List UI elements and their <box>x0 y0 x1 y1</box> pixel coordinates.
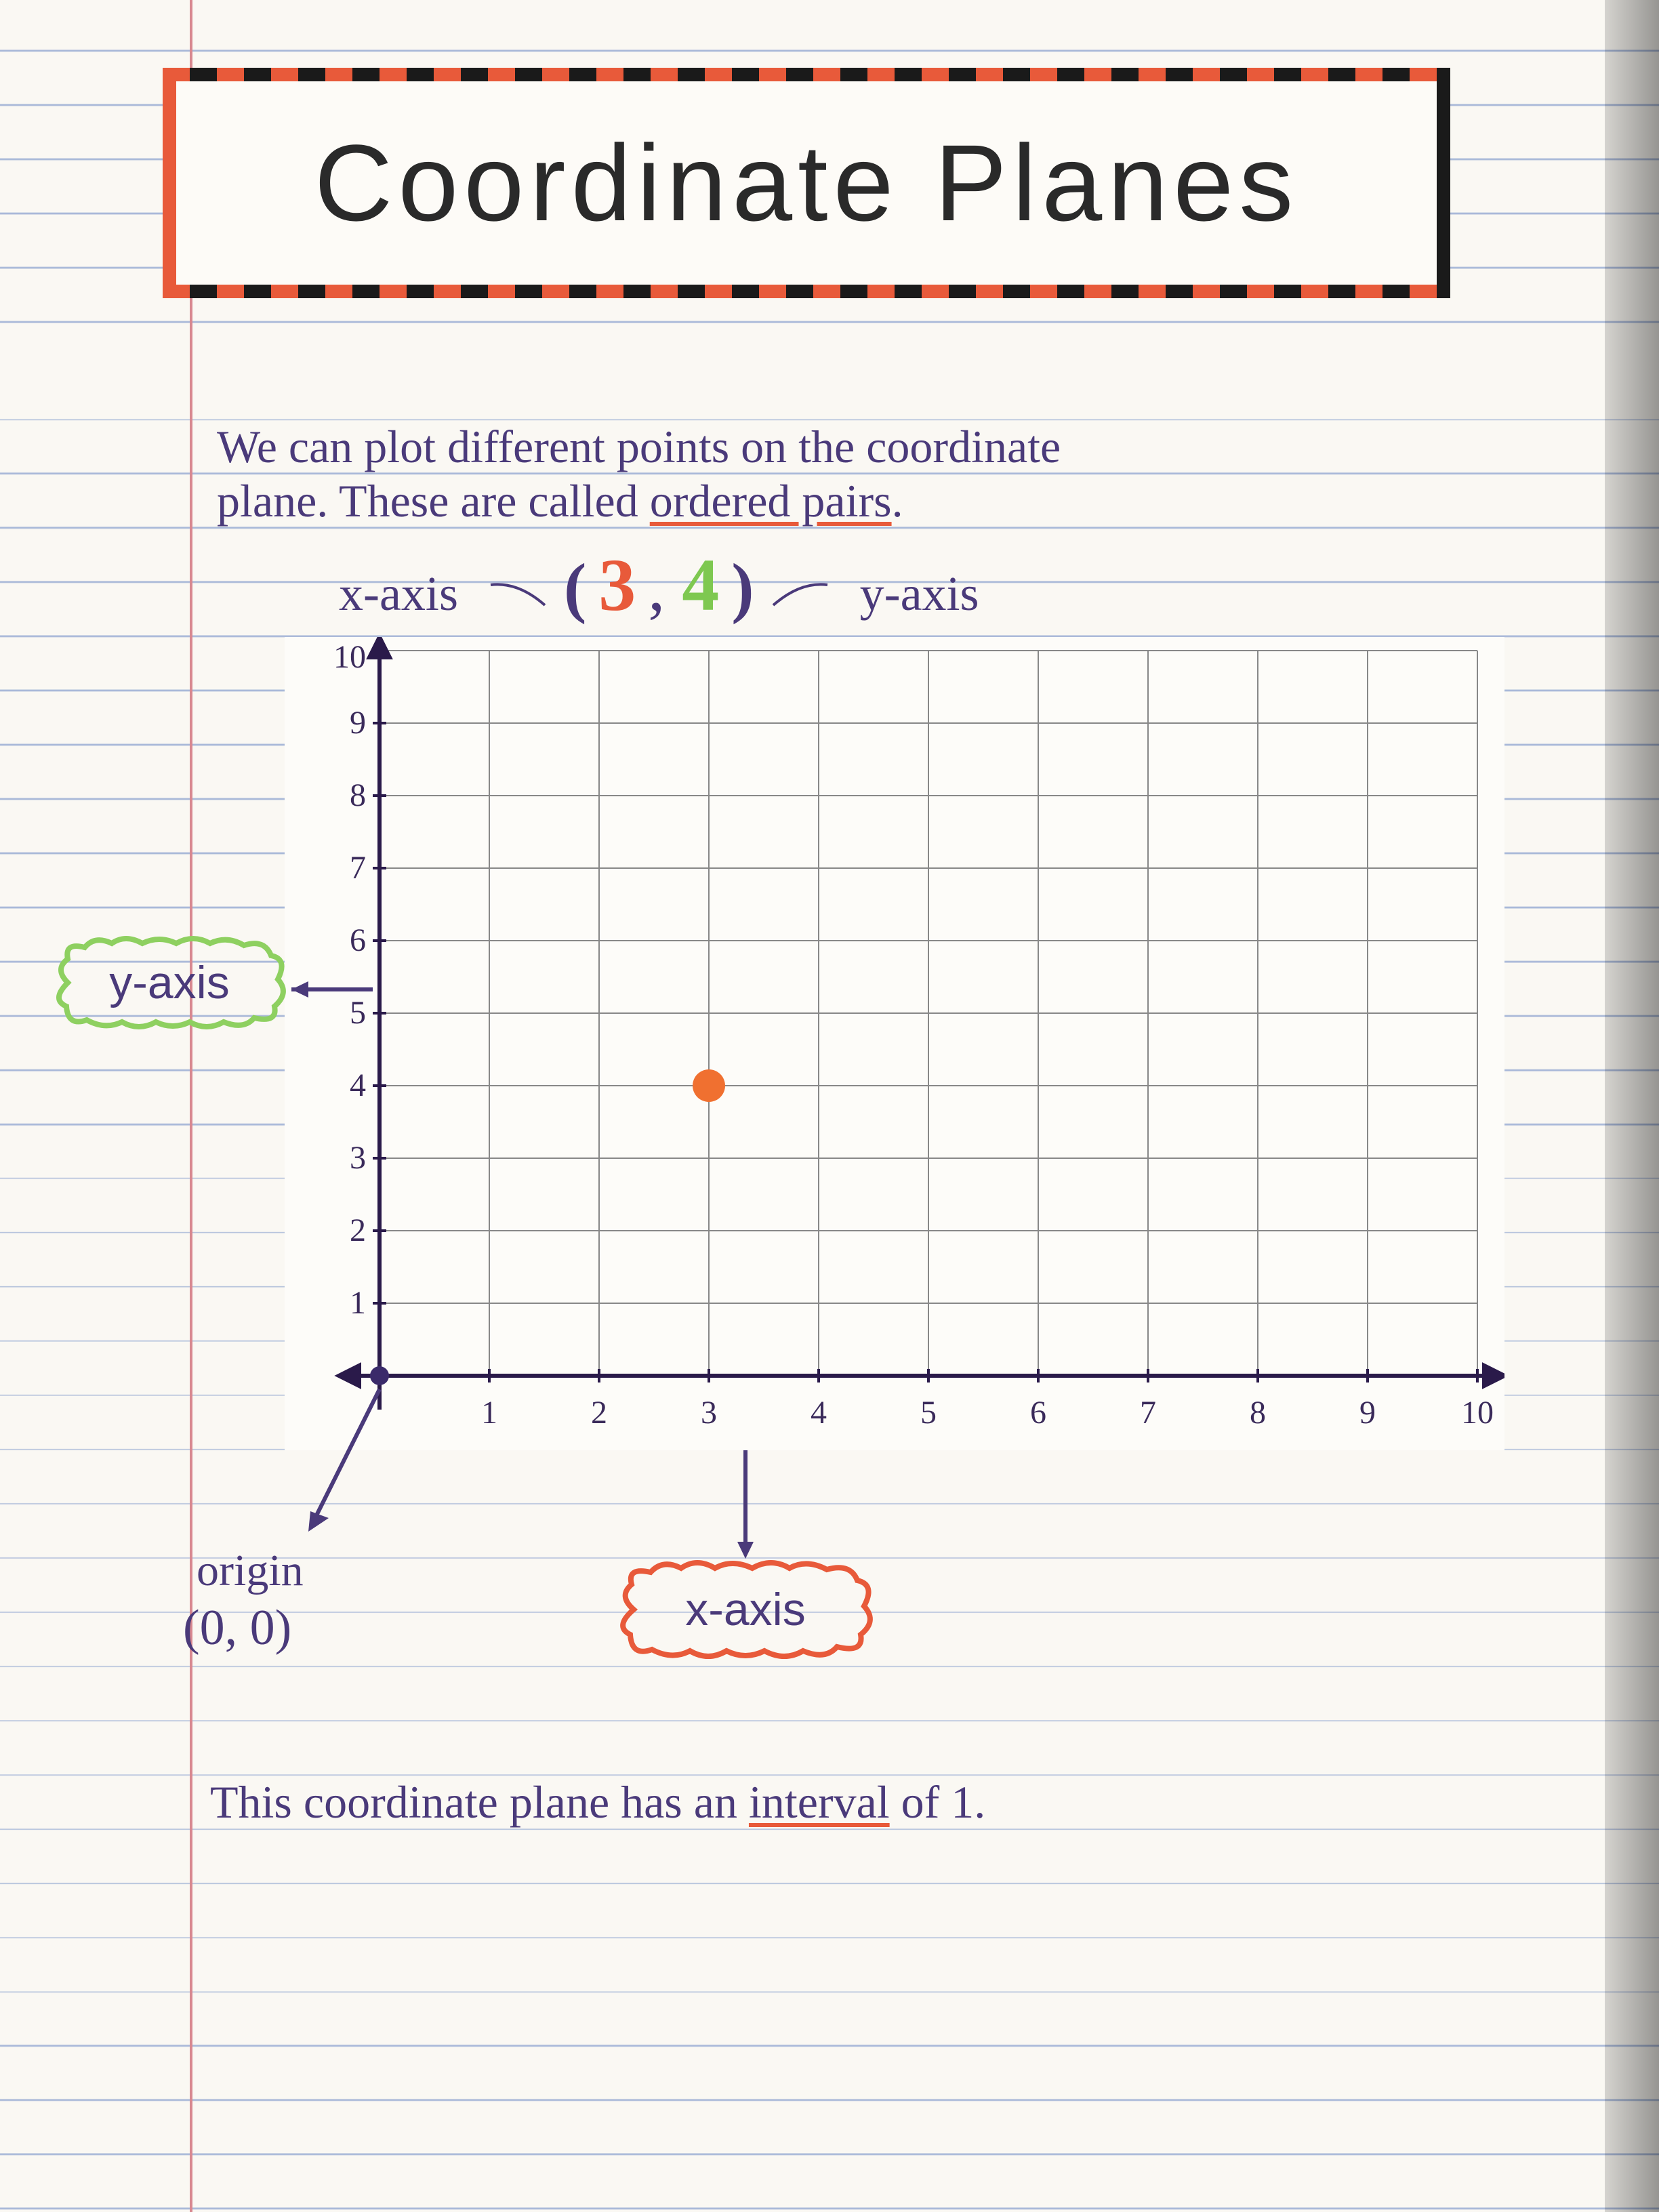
ytick-7: 7 <box>350 850 366 886</box>
intro-line-1: We can plot different points on the coor… <box>217 420 1504 473</box>
xtick-4: 4 <box>811 1395 827 1431</box>
xtick-7: 7 <box>1140 1395 1156 1431</box>
origin-coordinates: (0, 0) <box>183 1599 291 1657</box>
curve-arrow-left-icon <box>484 578 552 619</box>
pair-y-value: 4 <box>682 544 719 626</box>
intro-prefix: plane. These are called <box>217 475 650 527</box>
pair-x-axis-label: x-axis <box>339 567 458 621</box>
ytick-1: 1 <box>350 1285 366 1321</box>
xtick-10: 10 <box>1461 1395 1494 1431</box>
xaxis-annotation: x-axis <box>610 1559 881 1660</box>
spiral-binding <box>1605 0 1659 2212</box>
page-title: Coordinate Planes <box>314 121 1298 245</box>
xtick-3: 3 <box>701 1395 717 1431</box>
pair-y-axis-label: y-axis <box>860 567 979 621</box>
yaxis-label-text: y-axis <box>109 956 230 1009</box>
interval-note: This coordinate plane has an interval of… <box>210 1776 985 1828</box>
xtick-8: 8 <box>1250 1395 1266 1431</box>
pair-comma: , <box>648 550 682 625</box>
ytick-6: 6 <box>350 922 366 958</box>
xaxis-label-text: x-axis <box>685 1583 806 1636</box>
ytick-9: 9 <box>350 705 366 741</box>
origin-label: origin <box>197 1545 304 1597</box>
term-interval: interval <box>749 1776 890 1828</box>
ordered-pair-example: x-axis ( 3 , 4 ) y-axis <box>339 542 1355 628</box>
pair-x-value: 3 <box>598 544 636 626</box>
ytick-10: 10 <box>333 639 366 675</box>
title-box: Coordinate Planes <box>163 68 1450 298</box>
close-paren: ) <box>731 550 754 625</box>
coordinate-grid: 1 2 3 4 5 6 7 8 9 10 1 2 3 4 5 6 7 8 9 1… <box>285 637 1504 1450</box>
xtick-5: 5 <box>920 1395 937 1431</box>
yaxis-annotation: y-axis <box>47 935 291 1030</box>
grid-svg: 1 2 3 4 5 6 7 8 9 10 1 2 3 4 5 6 7 8 9 1… <box>285 637 1504 1450</box>
ytick-5: 5 <box>350 995 366 1031</box>
xtick-1: 1 <box>481 1395 497 1431</box>
open-paren: ( <box>564 550 586 625</box>
ytick-8: 8 <box>350 777 366 813</box>
plotted-point <box>693 1069 725 1102</box>
xtick-2: 2 <box>591 1395 607 1431</box>
ytick-4: 4 <box>350 1067 366 1103</box>
intro-line-2: plane. These are called ordered pairs. <box>217 474 1504 527</box>
ytick-3: 3 <box>350 1140 366 1176</box>
xtick-9: 9 <box>1359 1395 1376 1431</box>
origin-point <box>370 1366 389 1385</box>
curve-arrow-right-icon <box>766 578 834 619</box>
ytick-2: 2 <box>350 1212 366 1248</box>
margin-line <box>190 0 192 2212</box>
intro-suffix: . <box>892 475 903 527</box>
xtick-6: 6 <box>1030 1395 1046 1431</box>
bottom-suffix: of 1. <box>890 1776 986 1828</box>
term-ordered-pairs: ordered pairs <box>650 475 892 527</box>
bottom-prefix: This coordinate plane has an <box>210 1776 749 1828</box>
